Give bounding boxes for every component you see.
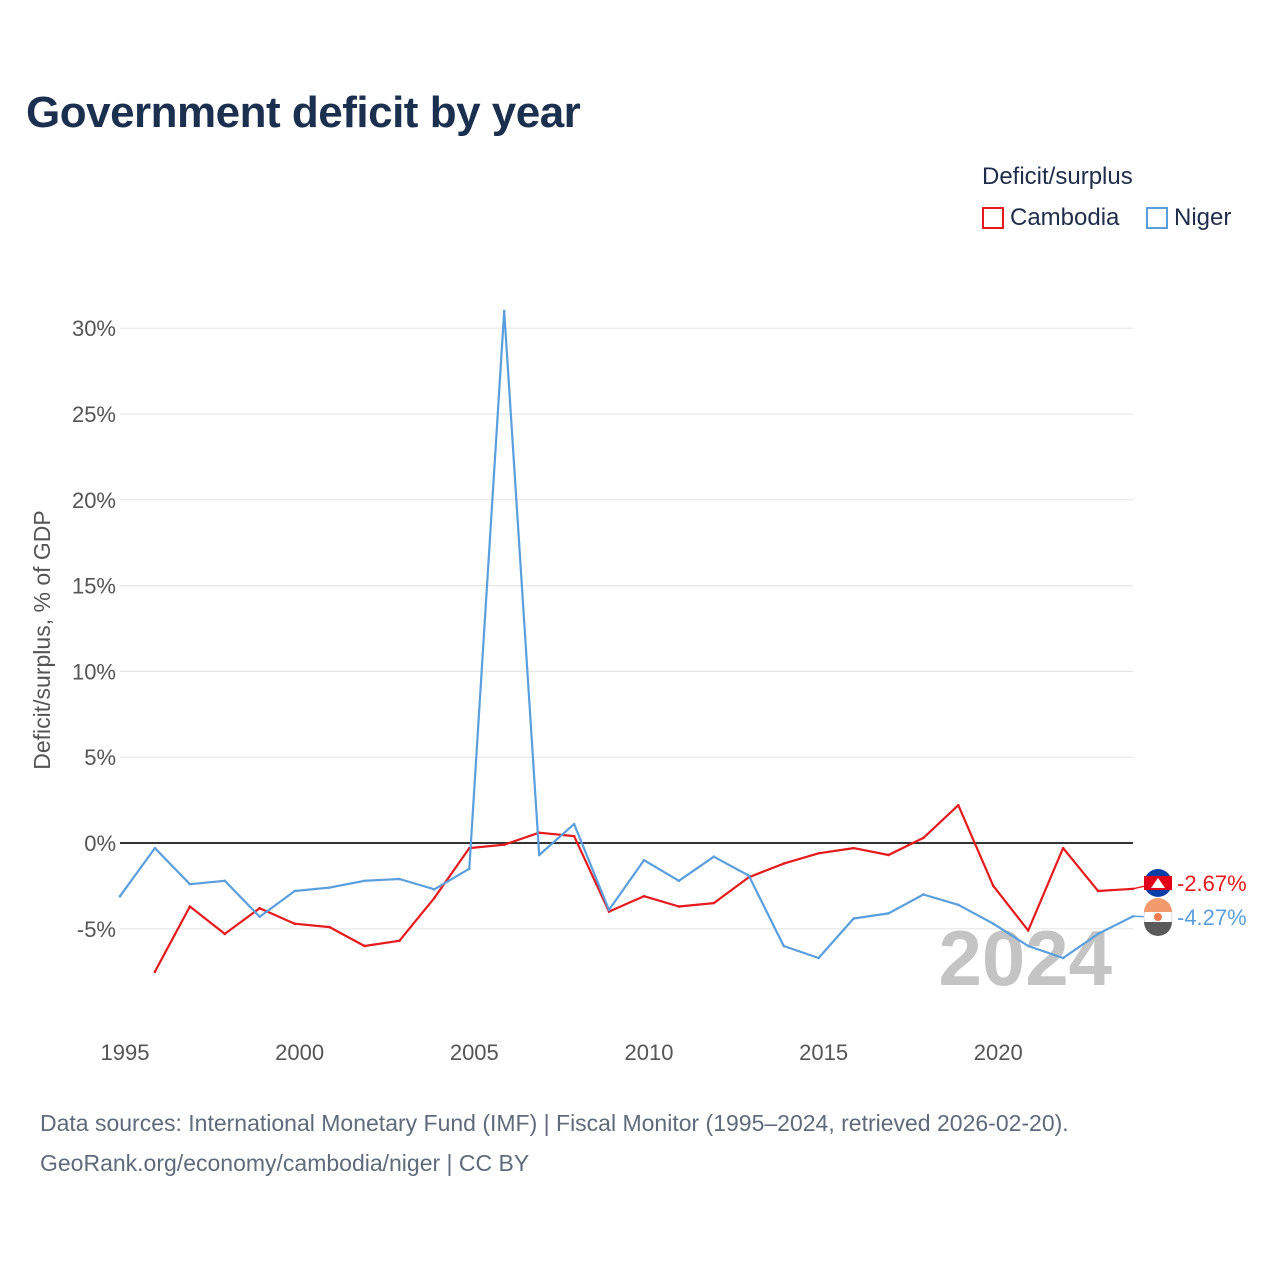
data-point-niger <box>258 915 262 919</box>
data-point-niger <box>642 858 646 862</box>
data-point-cambodia <box>782 862 785 865</box>
data-point-niger <box>1026 944 1030 948</box>
flag-icon-cambodia <box>1144 869 1172 897</box>
y-tick-label: 20% <box>72 488 116 513</box>
data-point-cambodia <box>1061 846 1065 850</box>
data-point-cambodia <box>258 906 262 910</box>
data-point-cambodia <box>642 894 646 898</box>
data-point-cambodia <box>712 901 716 905</box>
y-tick-label: 30% <box>72 316 116 341</box>
axis-layer: -5% 0% 5% 10% 15% 20% 25% 30% 1995 2000 2005 2010 20… <box>29 316 1023 1065</box>
data-point-cambodia <box>1026 929 1030 932</box>
data-point-niger <box>188 882 192 886</box>
data-point-niger <box>153 846 157 850</box>
x-tick-label: 1995 <box>101 1040 150 1065</box>
y-axis-title: Deficit/surplus, % of GDP <box>29 510 55 769</box>
data-point-niger <box>677 879 681 883</box>
data-point-niger <box>991 922 995 925</box>
chart-title: Government deficit by year <box>26 88 581 137</box>
data-point-cambodia <box>433 896 436 900</box>
data-point-cambodia <box>957 803 960 807</box>
x-tick-label: 2005 <box>450 1040 499 1065</box>
x-tick-label: 2000 <box>275 1040 324 1065</box>
legend-item-cambodia[interactable]: Cambodia <box>982 204 1119 232</box>
data-point-cambodia <box>1096 889 1100 893</box>
data-point-niger <box>398 877 401 881</box>
source-url[interactable]: GeoRank.org/economy/cambodia/niger | CC … <box>40 1150 530 1176</box>
x-tick-label: 2015 <box>799 1040 848 1065</box>
data-point-cambodia <box>398 939 401 943</box>
data-point-cambodia <box>887 853 890 857</box>
flag-sun <box>1154 913 1162 921</box>
legend-title: Deficit/surplus <box>982 163 1133 190</box>
data-point-niger <box>502 309 506 313</box>
series-layer <box>118 309 1135 973</box>
flag-temple <box>1151 878 1165 888</box>
data-point-cambodia <box>852 846 855 850</box>
source-citation: Data sources: International Monetary Fun… <box>40 1110 1069 1136</box>
data-point-niger <box>712 855 716 859</box>
data-point-niger <box>572 822 576 826</box>
data-point-cambodia <box>991 884 995 888</box>
flag-green-band <box>1144 922 1172 936</box>
y-tick-label: -5% <box>77 917 116 942</box>
data-point-niger <box>852 917 855 920</box>
legend-label-cambodia: Cambodia <box>1010 204 1120 231</box>
y-tick-label: 10% <box>72 659 116 684</box>
y-tick-label: 5% <box>84 745 116 770</box>
data-point-niger <box>293 889 296 893</box>
data-point-cambodia <box>363 944 366 948</box>
end-label-layer: -2.67% -4.27% <box>1132 869 1247 936</box>
data-point-niger <box>817 956 820 960</box>
flag-orange-band <box>1144 898 1172 912</box>
y-tick-label: 15% <box>72 574 116 599</box>
data-point-niger <box>747 874 751 877</box>
data-point-cambodia <box>188 905 192 908</box>
year-watermark: 2024 <box>938 914 1112 1002</box>
data-point-niger <box>468 867 471 871</box>
end-value-label-niger: -4.27% <box>1177 905 1247 930</box>
data-point-niger <box>223 879 227 883</box>
y-tick-label: 25% <box>72 402 116 427</box>
data-point-cambodia <box>817 851 820 855</box>
legend-label-niger: Niger <box>1174 204 1232 231</box>
data-point-niger <box>887 912 890 915</box>
legend-item-niger[interactable]: Niger <box>1146 204 1231 232</box>
x-tick-label: 2020 <box>974 1040 1023 1065</box>
data-point-niger <box>607 908 611 912</box>
y-tick-label: 0% <box>84 831 116 856</box>
data-point-niger <box>363 879 366 883</box>
data-point-niger <box>1061 956 1065 960</box>
data-point-cambodia <box>153 970 157 973</box>
data-point-cambodia <box>223 932 227 936</box>
data-point-niger <box>922 893 925 896</box>
data-point-niger <box>328 886 331 889</box>
series-line-niger <box>119 309 1134 960</box>
x-tick-label: 2010 <box>624 1040 673 1065</box>
data-point-niger <box>433 888 436 891</box>
data-point-cambodia <box>922 836 925 840</box>
legend-swatch-niger <box>1146 207 1168 229</box>
data-point-niger <box>118 894 122 898</box>
watermark-layer: 2024 <box>938 914 1112 1002</box>
legend-swatch-cambodia <box>982 207 1004 229</box>
data-point-niger <box>1096 932 1100 936</box>
data-point-cambodia <box>293 922 296 925</box>
flag-icon-niger <box>1143 898 1173 936</box>
data-point-cambodia <box>677 905 681 908</box>
data-point-niger <box>957 903 960 907</box>
data-point-niger <box>782 944 785 948</box>
data-point-cambodia <box>572 834 576 838</box>
data-point-cambodia <box>502 843 506 847</box>
data-point-cambodia <box>328 925 331 929</box>
data-point-niger <box>537 853 541 857</box>
end-value-label-cambodia: -2.67% <box>1177 871 1247 896</box>
grid-layer <box>120 327 1133 930</box>
